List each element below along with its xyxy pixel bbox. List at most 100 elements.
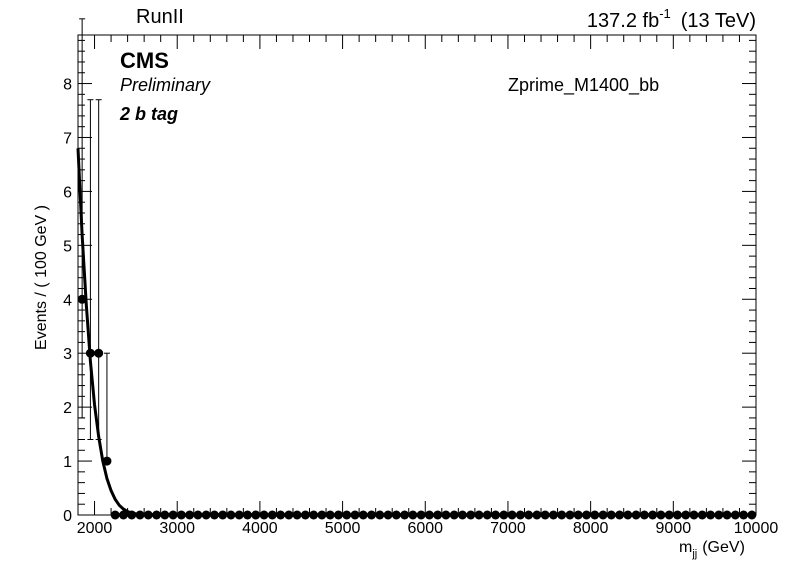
data-point	[424, 510, 434, 520]
tick-labels: 2000 3000 4000 5000 6000 7000 8000 9000 10000 0 1 2…	[63, 77, 778, 537]
data-point	[267, 510, 277, 520]
energy-label: (13 TeV)	[681, 10, 756, 32]
x-tick-label: 7000	[490, 520, 526, 537]
data-point	[482, 510, 492, 520]
data-point	[573, 510, 583, 520]
data-point	[491, 510, 501, 520]
y-tick-label: 8	[63, 77, 72, 94]
data-point	[300, 510, 310, 520]
data-point	[367, 510, 377, 520]
data-point	[118, 510, 128, 520]
data-point	[127, 510, 137, 520]
data-point	[325, 510, 335, 520]
data-point	[615, 510, 625, 520]
data-point	[110, 510, 120, 520]
data-point	[160, 510, 170, 520]
data-point	[598, 510, 608, 520]
data-point	[333, 510, 343, 520]
data-point	[292, 510, 302, 520]
data-point	[548, 510, 558, 520]
data-point	[672, 510, 682, 520]
x-tick-label: 8000	[573, 520, 609, 537]
y-tick-label: 6	[63, 184, 72, 201]
data-point	[309, 510, 319, 520]
x-tick-label: 5000	[325, 520, 361, 537]
lumi-exponent: -1	[659, 6, 671, 21]
data-point	[681, 510, 691, 520]
data-point	[582, 510, 591, 520]
x-axis-var: m	[679, 539, 692, 556]
data-point	[135, 510, 145, 520]
data-point	[342, 510, 352, 520]
data-point	[152, 510, 162, 520]
data-point	[714, 510, 724, 520]
data-point	[400, 510, 410, 520]
data-point	[317, 510, 327, 520]
run-label: RunII	[136, 6, 184, 28]
data-point	[259, 510, 269, 520]
y-axis-label: Events / ( 100 GeV )	[33, 205, 50, 350]
data-point	[722, 510, 732, 520]
data-point	[623, 510, 633, 520]
data-point	[565, 510, 575, 520]
x-tick-label: 3000	[159, 520, 195, 537]
data-point	[457, 510, 467, 520]
data-point	[499, 510, 509, 520]
x-tick-label: 4000	[242, 520, 278, 537]
data-point	[243, 510, 252, 520]
data-point	[532, 510, 542, 520]
data-point	[631, 510, 641, 520]
data-point	[383, 510, 393, 520]
luminosity-label: 137.2 fb-1 (13 TeV)	[587, 6, 756, 32]
y-tick-label: 1	[63, 454, 72, 471]
data-point	[557, 510, 567, 520]
data-point	[656, 510, 666, 520]
data-point	[706, 510, 716, 520]
data-point	[350, 510, 360, 520]
data-point	[648, 510, 658, 520]
data-point	[284, 510, 294, 520]
data-point	[449, 510, 459, 520]
data-point	[689, 510, 699, 520]
data-point	[524, 510, 534, 520]
data-point	[433, 510, 443, 520]
x-tick-label: 2000	[77, 520, 113, 537]
data-point	[85, 348, 95, 358]
category-label: 2 b tag	[119, 104, 178, 124]
data-point	[739, 510, 749, 520]
data-point	[77, 294, 87, 304]
x-axis-subscript: jj	[691, 548, 697, 560]
data-point	[209, 510, 219, 520]
lumi-value: 137.2 fb	[587, 10, 659, 32]
data-point	[590, 510, 600, 520]
sample-label: Zprime_M1400_bb	[508, 75, 659, 96]
y-tick-label: 3	[63, 346, 72, 363]
data-point	[234, 510, 244, 520]
data-point	[226, 510, 236, 520]
y-tick-label: 0	[63, 508, 72, 525]
cms-label: CMS	[120, 48, 169, 73]
y-tick-label: 2	[63, 400, 72, 417]
data-point	[639, 510, 649, 520]
data-point	[201, 510, 211, 520]
data-point	[697, 510, 707, 520]
data-point	[143, 510, 153, 520]
data-point	[466, 510, 476, 520]
y-tick-label: 4	[63, 292, 72, 309]
x-axis-label: mjj (GeV)	[679, 539, 745, 560]
preliminary-label: Preliminary	[120, 75, 211, 95]
data-point	[408, 510, 418, 520]
data-point	[730, 510, 740, 520]
data-point	[540, 510, 550, 520]
data-point	[185, 510, 195, 520]
data-point	[276, 510, 286, 520]
data-point	[218, 510, 228, 520]
x-axis-unit: (GeV)	[702, 539, 745, 556]
data-points-group	[77, 18, 757, 520]
x-tick-label: 10000	[734, 520, 779, 537]
x-tick-label: 9000	[656, 520, 692, 537]
data-point	[251, 510, 261, 520]
data-point	[102, 456, 112, 466]
